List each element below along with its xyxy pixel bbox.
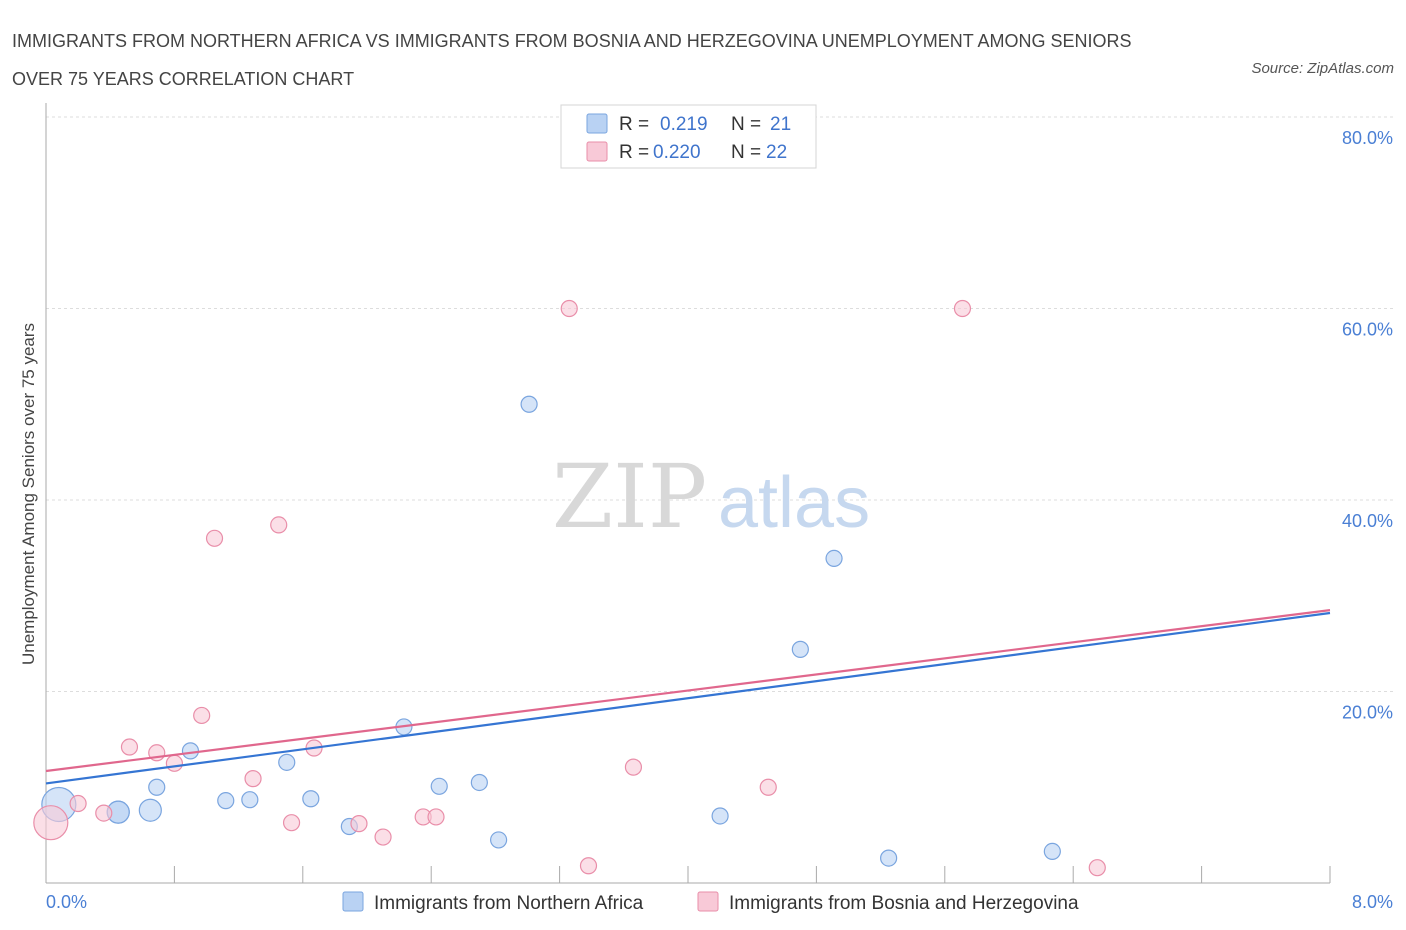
data-point-blue <box>520 395 538 413</box>
trend-line-blue <box>45 611 1331 785</box>
data-point-blue <box>278 753 296 771</box>
data-points <box>33 299 1106 877</box>
data-point-blue <box>1043 842 1061 861</box>
data-point-pink <box>350 815 368 833</box>
y-tick-label: 40.0% <box>1342 511 1393 531</box>
data-point-blue <box>825 549 843 568</box>
y-axis-label: Unemployment Among Seniors over 75 years <box>19 323 38 665</box>
legend-r-label-2: R = <box>619 142 649 163</box>
data-point-pink <box>270 516 288 534</box>
data-point-pink <box>1088 859 1106 877</box>
data-point-blue <box>148 778 166 796</box>
data-point-pink <box>759 778 777 796</box>
axes <box>45 103 1331 884</box>
series-legend-swatch-pink <box>697 891 719 912</box>
data-point-pink <box>205 529 224 547</box>
chart-title: IMMIGRANTS FROM NORTHERN AFRICA VS IMMIG… <box>12 22 1212 98</box>
data-point-pink <box>244 770 262 788</box>
y-tick-label: 80.0% <box>1342 128 1393 148</box>
series-legend-swatch-blue <box>342 891 364 912</box>
data-point-blue <box>711 807 729 825</box>
legend-r-label-1: R = <box>619 114 649 135</box>
data-point-pink <box>165 754 183 772</box>
data-point-pink <box>193 706 211 725</box>
trend-line-pink <box>45 609 1331 773</box>
legend-r-value-1: 0.219 <box>660 114 708 135</box>
legend-swatch-blue <box>586 113 608 134</box>
x-tick-max: 8.0% <box>1352 892 1393 912</box>
series-legend-label-blue: Immigrants from Northern Africa <box>374 893 644 914</box>
watermark: ZIP atlas <box>552 445 870 548</box>
x-tick-min: 0.0% <box>46 892 87 912</box>
chart-title-line-1: IMMIGRANTS FROM NORTHERN AFRICA VS IMMIG… <box>12 31 1132 51</box>
legend-r-value-2: 0.220 <box>653 142 701 163</box>
data-point-pink <box>953 299 972 318</box>
chart-title-line-2: OVER 75 YEARS CORRELATION CHART <box>12 69 355 89</box>
legend-n-label-2: N = <box>731 142 761 163</box>
data-point-pink <box>33 805 69 841</box>
data-point-blue <box>791 640 809 658</box>
data-point-pink <box>427 808 445 826</box>
trend-lines <box>45 609 1331 785</box>
watermark-zip: ZIP <box>552 445 707 548</box>
y-tick-label: 20.0% <box>1342 703 1393 723</box>
data-point-pink <box>624 758 643 776</box>
data-point-pink <box>120 738 139 756</box>
watermark-atlas: atlas <box>718 463 870 543</box>
legend-n-value-1: 21 <box>770 114 791 135</box>
series-legend-label-pink: Immigrants from Bosnia and Herzegovina <box>729 893 1079 914</box>
data-point-pink <box>69 794 87 813</box>
data-point-blue <box>430 777 448 795</box>
grid-lines <box>46 116 1393 692</box>
legend-n-label-1: N = <box>731 114 761 135</box>
y-tick-labels: 20.0% 40.0% 60.0% 80.0% <box>1342 128 1393 723</box>
data-point-pink <box>282 814 301 832</box>
data-point-blue <box>241 791 259 809</box>
data-point-blue <box>470 773 488 792</box>
data-point-blue <box>490 831 508 849</box>
data-point-pink <box>374 828 392 846</box>
data-point-blue <box>217 792 235 810</box>
data-point-blue <box>302 790 320 808</box>
series-legend: Immigrants from Northern Africa Immigran… <box>342 891 1079 914</box>
data-point-blue <box>181 742 200 760</box>
data-point-pink <box>95 804 113 822</box>
y-tick-label: 60.0% <box>1342 320 1393 340</box>
data-point-pink <box>560 299 578 318</box>
stats-legend: R = 0.219 N = 21 R = 0.220 N = 22 <box>560 104 817 169</box>
data-point-blue <box>138 798 162 822</box>
data-point-pink <box>579 857 598 875</box>
data-point-blue <box>880 849 898 867</box>
legend-swatch-pink <box>586 141 608 162</box>
legend-n-value-2: 22 <box>766 142 787 163</box>
source-label: Source: ZipAtlas.com <box>1251 60 1394 77</box>
